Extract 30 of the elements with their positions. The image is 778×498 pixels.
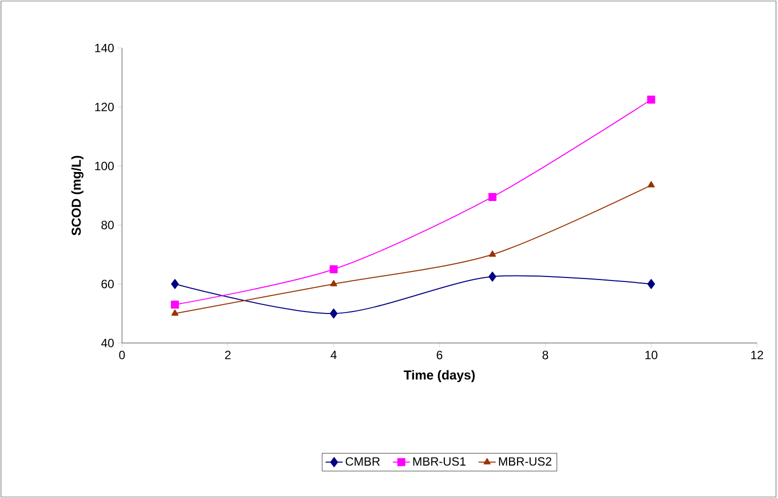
legend-label: MBR-US2 xyxy=(499,457,552,466)
legend-label: CMBR xyxy=(346,457,380,466)
y-tick-label: 140 xyxy=(95,44,114,52)
point xyxy=(171,310,178,316)
point xyxy=(647,96,656,104)
point xyxy=(488,272,496,282)
x-tick-label: 12 xyxy=(751,350,764,360)
point xyxy=(171,279,179,289)
y-tick-label: 100 xyxy=(95,162,114,170)
point xyxy=(170,300,179,309)
x-tick-label: 0 xyxy=(119,350,125,360)
point xyxy=(648,181,655,188)
x-tick-label: 4 xyxy=(330,350,337,359)
point xyxy=(488,192,496,201)
x-axis-title: Time (days) xyxy=(404,370,475,382)
y-axis-title: SCOD (mg/L) xyxy=(71,156,84,236)
point xyxy=(488,250,496,257)
y-tick-label: 60 xyxy=(102,280,114,288)
point xyxy=(330,308,338,318)
x-tick-label: 2 xyxy=(225,350,231,360)
point xyxy=(330,265,338,274)
y-tick-label: 80 xyxy=(101,220,114,230)
y-tick-label: 120 xyxy=(95,102,114,112)
point xyxy=(647,279,656,289)
x-tick-label: 10 xyxy=(645,350,658,360)
point xyxy=(330,280,338,286)
y-tick-label: 40 xyxy=(101,338,114,348)
x-tick-label: 8 xyxy=(542,350,548,360)
x-tick-label: 6 xyxy=(436,350,442,360)
legend-label: MBR-US1 xyxy=(413,457,466,466)
